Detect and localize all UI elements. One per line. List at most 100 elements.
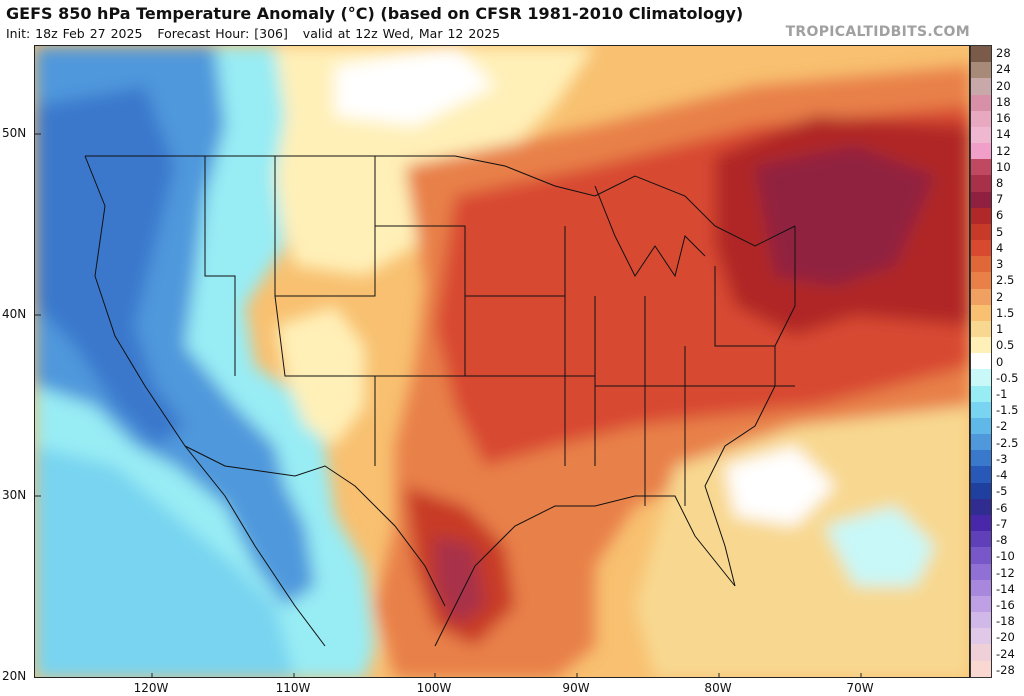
colorbar-label: -18 [996,614,1015,629]
longitude-label-70w: 70W [846,681,874,695]
graticule-ticks [35,133,862,677]
colorbar-segment [971,417,991,435]
colorbar-segment [971,94,991,111]
neutral-anomaly-atlantic [725,446,835,526]
colorbar-label: 0 [996,354,1004,369]
colorbar-label: 6 [996,208,1004,223]
colorbar-segment [971,547,991,564]
colorbar-label: 7 [996,192,1004,207]
colorbar-label: 2.5 [996,273,1015,288]
colorbar-label: -24 [996,646,1015,661]
colorbar-segment [971,62,991,79]
colorbar-label: 10 [996,159,1011,174]
colorbar-segment [971,644,991,661]
colorbar-label: -1.5 [996,403,1019,418]
colorbar-segment [971,143,991,160]
latitude-label-20n: 20N [2,669,27,683]
colorbar-segment [971,159,991,176]
longitude-label-100w: 100W [416,681,452,695]
colorbar-label: -16 [996,597,1015,612]
colorbar-label: -8 [996,533,1008,548]
colorbar-label: 0.5 [996,338,1015,353]
colorbar-segment [971,595,991,613]
gulf-coastline [434,495,736,647]
east-coastline [704,226,796,587]
colorbar-segment [971,126,991,144]
colorbar-segment [971,240,991,257]
colorbar-label: -0.5 [996,370,1019,385]
warm-anomaly-texas-peak [435,536,485,626]
cold-anomaly-deep [35,86,185,446]
colorbar-label: 1 [996,322,1004,337]
colorbar-label: -2 [996,419,1008,434]
colorbar-label: -20 [996,630,1015,645]
colorbar [970,45,992,678]
west-coastline [84,155,326,647]
colorbar-segment [971,191,991,208]
colorbar-label: -12 [996,565,1015,580]
colorbar-label: 3 [996,257,1004,272]
colorbar-label: 4 [996,240,1004,255]
colorbar-label: 5 [996,224,1004,239]
colorbar-segment [971,531,991,548]
latitude-label-30n: 30N [2,488,27,502]
colorbar-label: -14 [996,581,1015,596]
colorbar-segment [971,272,991,289]
colorbar-label: -2.5 [996,435,1019,450]
colorbar-segment [971,175,991,192]
colorbar-label: -6 [996,500,1008,515]
warm-anomaly-peak-northeast [755,146,935,286]
colorbar-label: 12 [996,143,1011,158]
colorbar-label: -7 [996,516,1008,531]
colorbar-segment [971,207,991,224]
colorbar-segment [971,612,991,629]
longitude-label-90w: 90W [562,681,590,695]
colorbar-segment [971,466,991,483]
colorbar-segment [971,498,991,515]
light-anomaly-atlantic [635,406,969,677]
colorbar-segment [971,256,991,273]
colorbar-segment [971,660,991,677]
boundary-lines [84,155,796,647]
colorbar-label: 14 [996,127,1011,142]
colorbar-label: 2 [996,289,1004,304]
colorbar-segment [971,434,991,451]
colorbar-segment [971,110,991,127]
colorbar-label: 18 [996,94,1011,109]
canada-border [85,155,796,247]
colorbar-label: 1.5 [996,305,1015,320]
longitude-label-80w: 80W [704,681,732,695]
colorbar-segment [971,514,991,532]
longitude-label-110w: 110W [275,681,311,695]
anomaly-map-canvas [35,46,969,677]
colorbar-label: 16 [996,111,1011,126]
colorbar-label: -10 [996,549,1015,564]
map-subtitle: Init: 18z Feb 27 2025 Forecast Hour: [30… [6,26,501,41]
brand-watermark[interactable]: TROPICALTIDBITS.COM [785,24,970,40]
colorbar-segment [971,482,991,499]
colorbar-segment [971,369,991,386]
latitude-label-40n: 40N [2,307,27,321]
colorbar-segment [971,579,991,596]
colorbar-segment [971,385,991,402]
colorbar-label: -5 [996,484,1008,499]
anomaly-map[interactable] [34,45,970,678]
colorbar-segment [971,628,991,645]
colorbar-segment [971,320,991,338]
colorbar-segment [971,78,991,95]
colorbar-segment [971,46,991,63]
colorbar-label: 24 [996,62,1011,77]
mexico-border [184,445,446,607]
colorbar-segment [971,288,991,305]
longitude-label-120w: 120W [133,681,169,695]
neutral-anomaly-canada [335,46,495,126]
great-lakes-outline [594,185,706,278]
colorbar-label: -1 [996,386,1008,401]
colorbar-label: 28 [996,46,1011,61]
colorbar-segment [971,450,991,467]
cool-anomaly-atlantic [825,506,935,586]
colorbar-label: -28 [996,662,1015,677]
colorbar-label: 8 [996,175,1004,190]
colorbar-segment [971,563,991,580]
colorbar-segment [971,337,991,354]
